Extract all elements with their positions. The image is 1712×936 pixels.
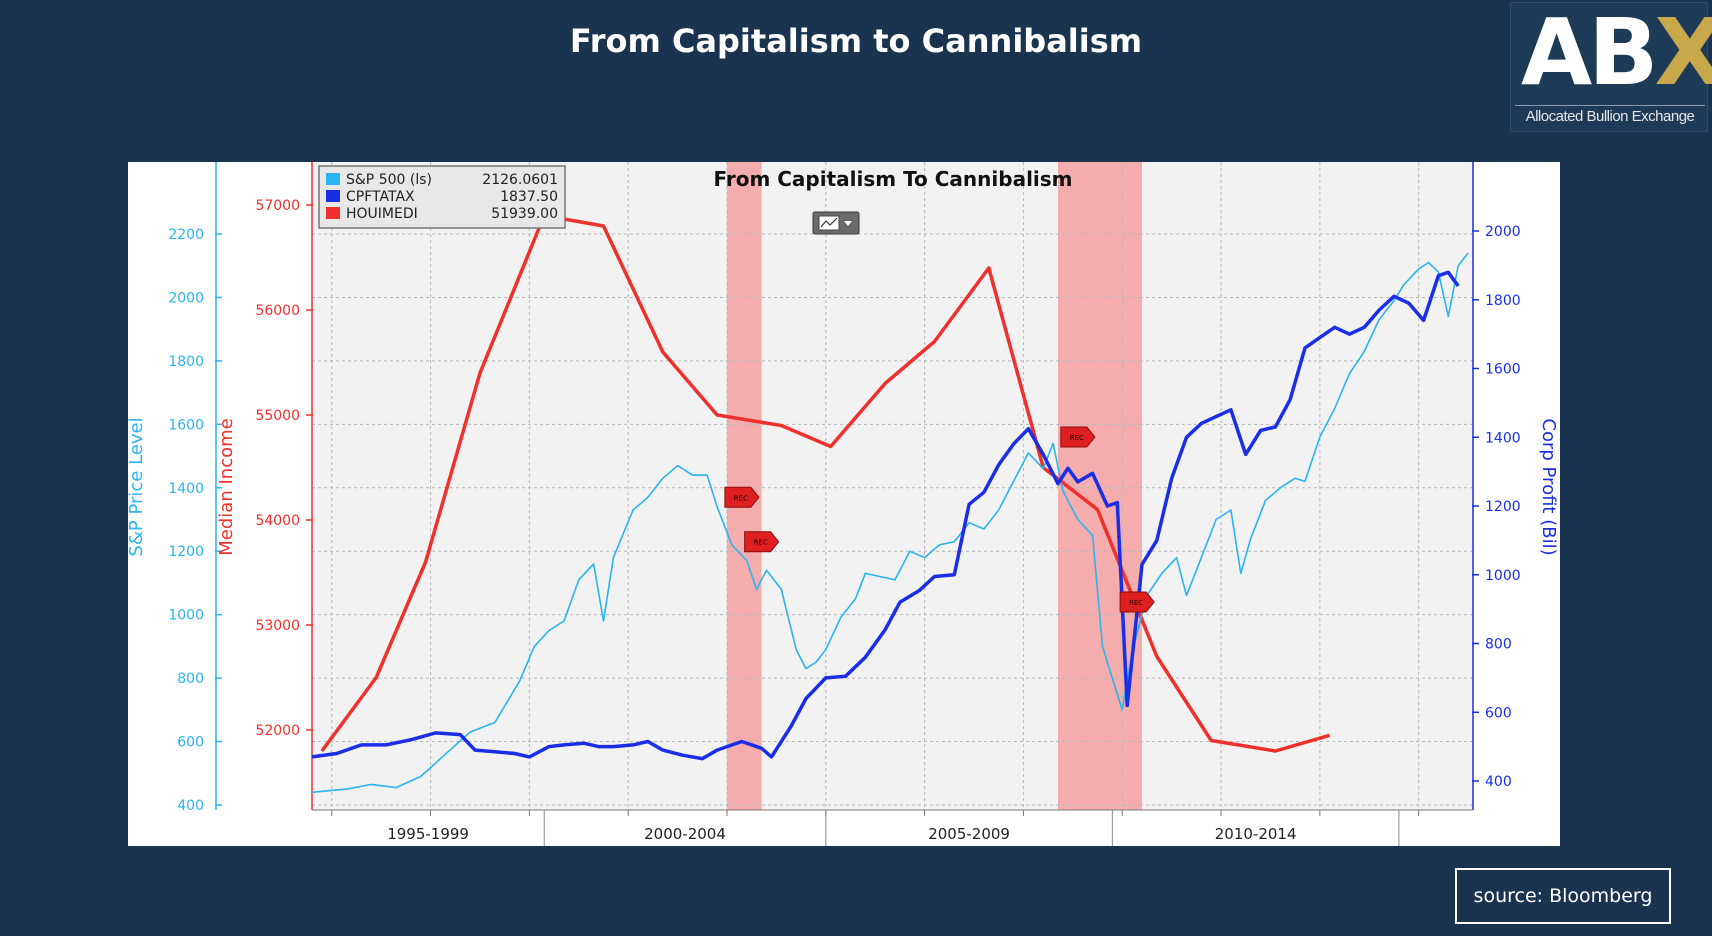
profit-tick-label: 1400 bbox=[1485, 430, 1521, 446]
sp500-axis-label: S&P Price Level bbox=[128, 417, 147, 556]
legend-series-value: 2126.0601 bbox=[482, 172, 558, 188]
income-tick-label: 56000 bbox=[255, 303, 300, 319]
rec-marker-shape bbox=[1060, 426, 1096, 448]
legend-series-name: CPFTATAX bbox=[346, 189, 415, 205]
rec-marker: REC bbox=[1119, 591, 1155, 613]
profit-tick-label: 800 bbox=[1485, 637, 1512, 653]
line-chart-icon-stroke bbox=[820, 217, 838, 228]
sp500-tick-label: 1000 bbox=[168, 608, 204, 624]
logo-mark: ABX bbox=[1521, 0, 1712, 106]
slide-title: From Capitalism to Cannibalism bbox=[569, 22, 1143, 60]
chart-svg: 400 600 800 1000 1200 1400 1600 1800 2000 2200 S&P… bbox=[126, 162, 1559, 846]
recession-band bbox=[726, 162, 762, 810]
x-period-label: 1995-1999 bbox=[387, 825, 469, 843]
income-tick-label: 55000 bbox=[255, 408, 300, 424]
profit-tick-label: 1800 bbox=[1485, 293, 1521, 309]
sp500-tick-label: 1600 bbox=[168, 417, 204, 433]
profit-tick-label: 600 bbox=[1485, 705, 1512, 721]
source-caption: source: Bloomberg bbox=[1455, 868, 1671, 924]
profit-axis-label: Corp Profit (Bil) bbox=[1538, 418, 1559, 555]
rec-marker-text: REC bbox=[734, 494, 748, 502]
x-period-label: 2005-2009 bbox=[928, 825, 1010, 843]
sp500-tick-label: 2200 bbox=[168, 227, 204, 243]
rec-marker-text: REC bbox=[754, 539, 768, 547]
cpftatax-line bbox=[311, 270, 1460, 761]
rec-marker-shape bbox=[744, 531, 780, 553]
income-tick-label: 57000 bbox=[255, 198, 300, 214]
profit-tick-label: 400 bbox=[1485, 774, 1512, 790]
x-period-label: 2010-2014 bbox=[1215, 825, 1297, 843]
abx-logo: ABX Allocated Bullion Exchange bbox=[1510, 2, 1712, 132]
profit-tick-label: 1200 bbox=[1485, 499, 1521, 515]
sp500-tick-label: 2000 bbox=[168, 290, 204, 306]
rec-marker-text: REC bbox=[1070, 434, 1084, 442]
profit-tick-label: 2000 bbox=[1485, 224, 1521, 240]
plot-area bbox=[312, 162, 1473, 810]
legend-series-name: S&P 500 (ls) bbox=[346, 172, 432, 188]
income-axis-label: Median Income bbox=[216, 418, 237, 555]
rec-marker-shape bbox=[1119, 591, 1155, 613]
logo-subtitle: Allocated Bullion Exchange bbox=[1515, 105, 1705, 125]
sp500-line bbox=[311, 252, 1469, 794]
legend-series-value: 51939.00 bbox=[491, 206, 558, 222]
chevron-down-icon bbox=[844, 221, 852, 226]
legend-swatch bbox=[326, 190, 340, 202]
chart-frame: 400 600 800 1000 1200 1400 1600 1800 2000 2200 S&P… bbox=[126, 162, 1560, 846]
sp500-tick-label: 1200 bbox=[168, 544, 204, 560]
profit-tick-label: 1600 bbox=[1485, 362, 1521, 378]
x-period-label: 2000-2004 bbox=[644, 825, 726, 843]
legend-box bbox=[318, 165, 566, 229]
rec-marker: REC bbox=[744, 531, 780, 553]
legend-swatch bbox=[326, 207, 340, 219]
legend: S&P 500 (ls) 2126.0601 CPFTATAX 1837.50 HOUI… bbox=[318, 165, 566, 229]
houimedi-line bbox=[320, 213, 1331, 753]
rec-marker: REC bbox=[724, 486, 760, 508]
line-chart-icon bbox=[818, 215, 840, 231]
rec-marker-text: REC bbox=[1129, 599, 1143, 607]
sp500-tick-label: 1800 bbox=[168, 354, 204, 370]
income-tick-label: 52000 bbox=[255, 723, 300, 739]
sp500-tick-label: 400 bbox=[177, 798, 204, 814]
income-tick-label: 54000 bbox=[255, 513, 300, 529]
chart-title: From Capitalism To Cannibalism bbox=[713, 167, 1072, 191]
chart-type-button[interactable] bbox=[812, 211, 860, 235]
legend-series-name: HOUIMEDI bbox=[346, 206, 418, 222]
legend-swatch bbox=[326, 173, 340, 185]
legend-series-value: 1837.50 bbox=[500, 189, 558, 205]
sp500-tick-label: 1400 bbox=[168, 481, 204, 497]
rec-marker-shape bbox=[724, 486, 760, 508]
profit-tick-label: 1000 bbox=[1485, 568, 1521, 584]
sp500-tick-label: 800 bbox=[177, 671, 204, 687]
income-tick-label: 53000 bbox=[255, 618, 300, 634]
sp500-tick-label: 600 bbox=[177, 735, 204, 751]
rec-marker: REC bbox=[1060, 426, 1096, 448]
